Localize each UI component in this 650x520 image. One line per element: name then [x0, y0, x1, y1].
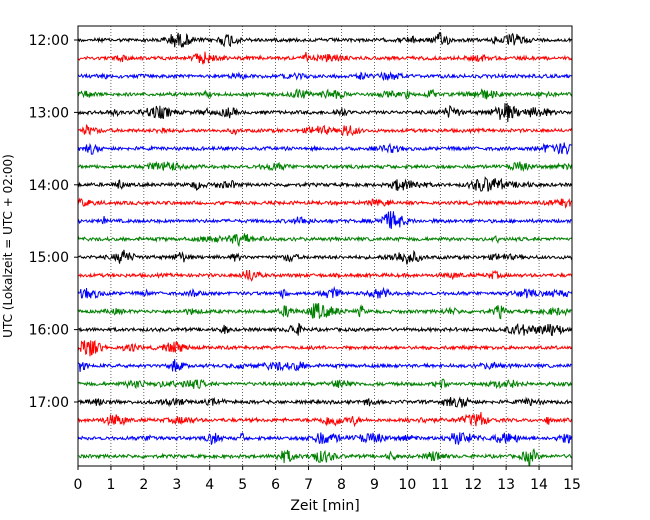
plot-background	[78, 26, 572, 466]
y-tick-label: 15:00	[29, 250, 69, 266]
x-tick-label: 3	[172, 477, 181, 493]
x-tick-label: 9	[370, 477, 379, 493]
x-tick-label: 4	[205, 477, 214, 493]
trace-1515	[77, 269, 573, 282]
x-tick-label: 1	[106, 477, 115, 493]
trace-1330	[77, 142, 573, 155]
trace-1630	[77, 359, 573, 372]
trace-1530	[77, 285, 573, 300]
x-tick-label: 14	[530, 477, 548, 493]
trace-1430	[77, 211, 573, 230]
trace-1215	[77, 51, 573, 65]
trace-1415	[77, 197, 573, 209]
x-tick-label: 12	[464, 477, 482, 493]
trace-1545	[77, 303, 572, 320]
y-axis-ticks: 12:00 13:00 14:00 15:00 16:00 17:00	[29, 33, 78, 411]
trace-1600	[77, 322, 573, 337]
y-tick-label: 17:00	[29, 395, 69, 411]
y-axis-label: UTC (Lokalzeit = UTC + 02:00)	[1, 154, 15, 338]
x-tick-label: 6	[271, 477, 280, 493]
x-tick-label: 11	[431, 477, 449, 493]
x-axis-ticks: 0 1 2 3 4 5 6 7 8 9 10 11 12 13 14 15	[74, 466, 581, 493]
trace-1345	[77, 160, 573, 173]
trace-1730	[77, 432, 573, 445]
trace-1400	[77, 176, 573, 192]
trace-1315	[77, 123, 573, 137]
x-tick-label: 5	[238, 477, 247, 493]
grid-lines	[110, 26, 540, 466]
y-tick-label: 16:00	[29, 323, 69, 339]
trace-1245	[77, 88, 573, 101]
trace-1745	[77, 448, 573, 466]
x-tick-label: 8	[337, 477, 346, 493]
trace-1715	[78, 412, 573, 428]
y-tick-label: 13:00	[29, 105, 69, 121]
x-tick-label: 0	[74, 477, 83, 493]
x-tick-label: 15	[563, 477, 581, 493]
trace-1230	[77, 71, 573, 82]
trace-1500	[77, 249, 573, 265]
plot-frame	[77, 25, 573, 467]
trace-1645	[77, 378, 573, 390]
x-tick-label: 7	[304, 477, 313, 493]
x-tick-label: 2	[139, 477, 148, 493]
x-tick-label: 10	[398, 477, 416, 493]
trace-1615	[77, 339, 573, 357]
x-tick-label: 13	[497, 477, 515, 493]
trace-group	[77, 31, 573, 466]
trace-1300	[77, 102, 573, 123]
trace-1445	[77, 233, 573, 248]
x-axis-label: Zeit [min]	[290, 498, 359, 514]
trace-1700	[77, 396, 573, 408]
y-tick-label: 14:00	[29, 178, 69, 194]
trace-1200	[77, 31, 573, 48]
y-tick-label: 12:00	[29, 33, 69, 49]
